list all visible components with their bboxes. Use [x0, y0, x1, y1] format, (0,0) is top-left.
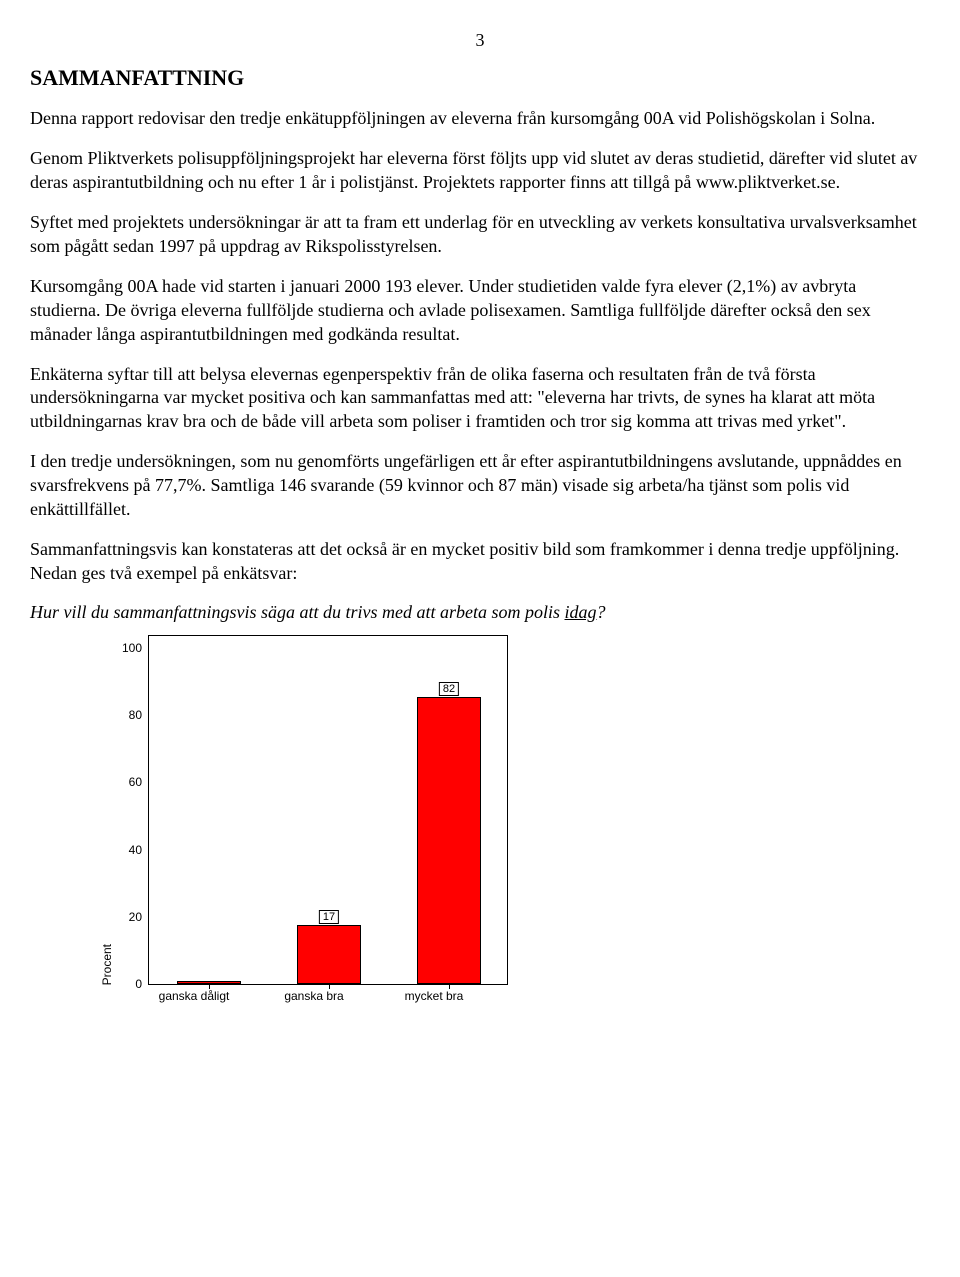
paragraph-2: Genom Pliktverkets polisuppföljningsproj…	[30, 147, 930, 195]
x-tick-mark	[329, 984, 330, 989]
bar-value-label: 82	[439, 682, 459, 696]
paragraph-5: Enkäterna syftar till att belysa elevern…	[30, 363, 930, 435]
paragraph-7: Sammanfattningsvis kan konstateras att d…	[30, 538, 930, 586]
y-tick: 20	[129, 910, 142, 924]
y-tick: 60	[129, 775, 142, 789]
bar-value-label: 17	[319, 910, 339, 924]
question-prefix: Hur vill du sammanfattningsvis säga att …	[30, 602, 565, 622]
question-suffix: ?	[597, 602, 606, 622]
paragraph-3: Syftet med projektets undersökningar är …	[30, 211, 930, 259]
y-tick: 40	[129, 843, 142, 857]
paragraph-1: Denna rapport redovisar den tredje enkät…	[30, 107, 930, 131]
page-number: 3	[30, 30, 930, 51]
x-tick-mark	[209, 984, 210, 989]
x-tick-label: ganska bra	[254, 985, 374, 1003]
x-tick-mark	[449, 984, 450, 989]
paragraph-4: Kursomgång 00A hade vid starten i januar…	[30, 275, 930, 347]
y-tick: 80	[129, 708, 142, 722]
question-underlined-word: idag	[565, 602, 597, 622]
chart-bar: 17	[297, 925, 362, 985]
chart-plot-area: 1782	[148, 635, 508, 985]
section-heading: SAMMANFATTNING	[30, 65, 930, 91]
x-tick-label: mycket bra	[374, 985, 494, 1003]
survey-question: Hur vill du sammanfattningsvis säga att …	[30, 602, 930, 623]
bar-chart: Procent 100 80 60 40 20 0 1782 ganska då…	[100, 635, 530, 1003]
y-tick: 100	[122, 641, 142, 655]
y-axis-label: Procent	[100, 942, 118, 985]
x-tick-label: ganska dåligt	[134, 985, 254, 1003]
y-tick: 0	[135, 977, 142, 991]
chart-bar: 82	[417, 697, 482, 984]
paragraph-6: I den tredje undersökningen, som nu geno…	[30, 450, 930, 522]
y-axis-ticks: 100 80 60 40 20 0	[122, 635, 148, 985]
x-axis-labels: ganska dåligt ganska bra mycket bra	[134, 985, 494, 1003]
